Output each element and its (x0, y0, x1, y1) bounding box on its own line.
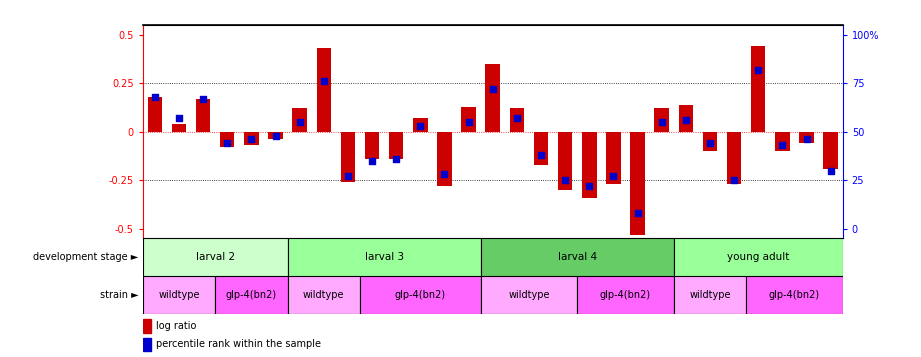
Bar (244, 132, 259, 145)
Bar (799, 132, 814, 144)
Bar (674, 238, 843, 276)
Bar (414, 118, 427, 132)
Bar (292, 109, 307, 132)
Bar (746, 276, 843, 314)
Bar (317, 48, 331, 132)
Bar (534, 132, 548, 165)
Bar (674, 276, 746, 314)
Bar (582, 132, 597, 198)
Point (775, 142, 789, 148)
Bar (171, 124, 186, 132)
Point (799, 137, 814, 142)
Point (558, 177, 573, 183)
Bar (389, 132, 403, 159)
Text: glp-4(bn2): glp-4(bn2) (600, 290, 651, 300)
Text: strain ►: strain ► (99, 290, 138, 300)
Bar (655, 109, 669, 132)
Text: glp-4(bn2): glp-4(bn2) (395, 290, 446, 300)
Point (365, 158, 379, 164)
Bar (509, 109, 524, 132)
Text: larval 4: larval 4 (557, 252, 597, 262)
Point (582, 183, 597, 189)
Text: young adult: young adult (727, 252, 789, 262)
Bar (365, 132, 379, 159)
Point (147, 94, 162, 100)
Bar (143, 238, 287, 276)
Bar (461, 106, 476, 132)
Bar (143, 338, 151, 351)
Bar (727, 132, 741, 184)
Text: glp-4(bn2): glp-4(bn2) (226, 290, 277, 300)
Bar (360, 276, 481, 314)
Point (703, 141, 717, 146)
Bar (341, 132, 356, 182)
Point (606, 174, 621, 179)
Point (509, 115, 524, 121)
Bar (287, 238, 481, 276)
Point (461, 119, 476, 125)
Bar (481, 238, 674, 276)
Text: wildtype: wildtype (689, 290, 730, 300)
Point (413, 123, 427, 129)
Text: larval 3: larval 3 (365, 252, 403, 262)
Bar (485, 64, 500, 132)
Bar (481, 276, 577, 314)
Point (244, 137, 259, 142)
Point (630, 210, 645, 216)
Bar (577, 276, 674, 314)
Bar (703, 132, 717, 151)
Point (437, 172, 452, 177)
Bar (216, 276, 287, 314)
Text: glp-4(bn2): glp-4(bn2) (769, 290, 820, 300)
Bar (196, 99, 210, 132)
Bar (775, 132, 789, 151)
Point (171, 115, 186, 121)
Bar (287, 276, 360, 314)
Point (220, 141, 235, 146)
Point (292, 119, 307, 125)
Text: larval 2: larval 2 (195, 252, 235, 262)
Point (751, 67, 765, 72)
Bar (558, 132, 572, 190)
Text: development stage ►: development stage ► (33, 252, 138, 262)
Bar (606, 132, 621, 184)
Point (533, 152, 548, 158)
Point (485, 86, 500, 92)
Point (268, 133, 283, 139)
Bar (679, 105, 694, 132)
Bar (147, 97, 162, 132)
Point (679, 117, 694, 123)
Text: wildtype: wildtype (303, 290, 344, 300)
Text: wildtype: wildtype (508, 290, 550, 300)
Bar (143, 319, 151, 333)
Point (317, 79, 332, 84)
Bar (823, 132, 838, 169)
Bar (143, 276, 216, 314)
Bar (437, 132, 451, 186)
Bar (220, 132, 235, 147)
Point (823, 168, 838, 174)
Text: wildtype: wildtype (158, 290, 200, 300)
Bar (268, 132, 283, 140)
Bar (630, 132, 645, 235)
Text: log ratio: log ratio (156, 321, 196, 331)
Point (727, 177, 741, 183)
Point (196, 96, 211, 102)
Point (654, 119, 669, 125)
Bar (751, 46, 765, 132)
Point (389, 156, 403, 162)
Text: percentile rank within the sample: percentile rank within the sample (156, 340, 321, 350)
Point (341, 174, 356, 179)
